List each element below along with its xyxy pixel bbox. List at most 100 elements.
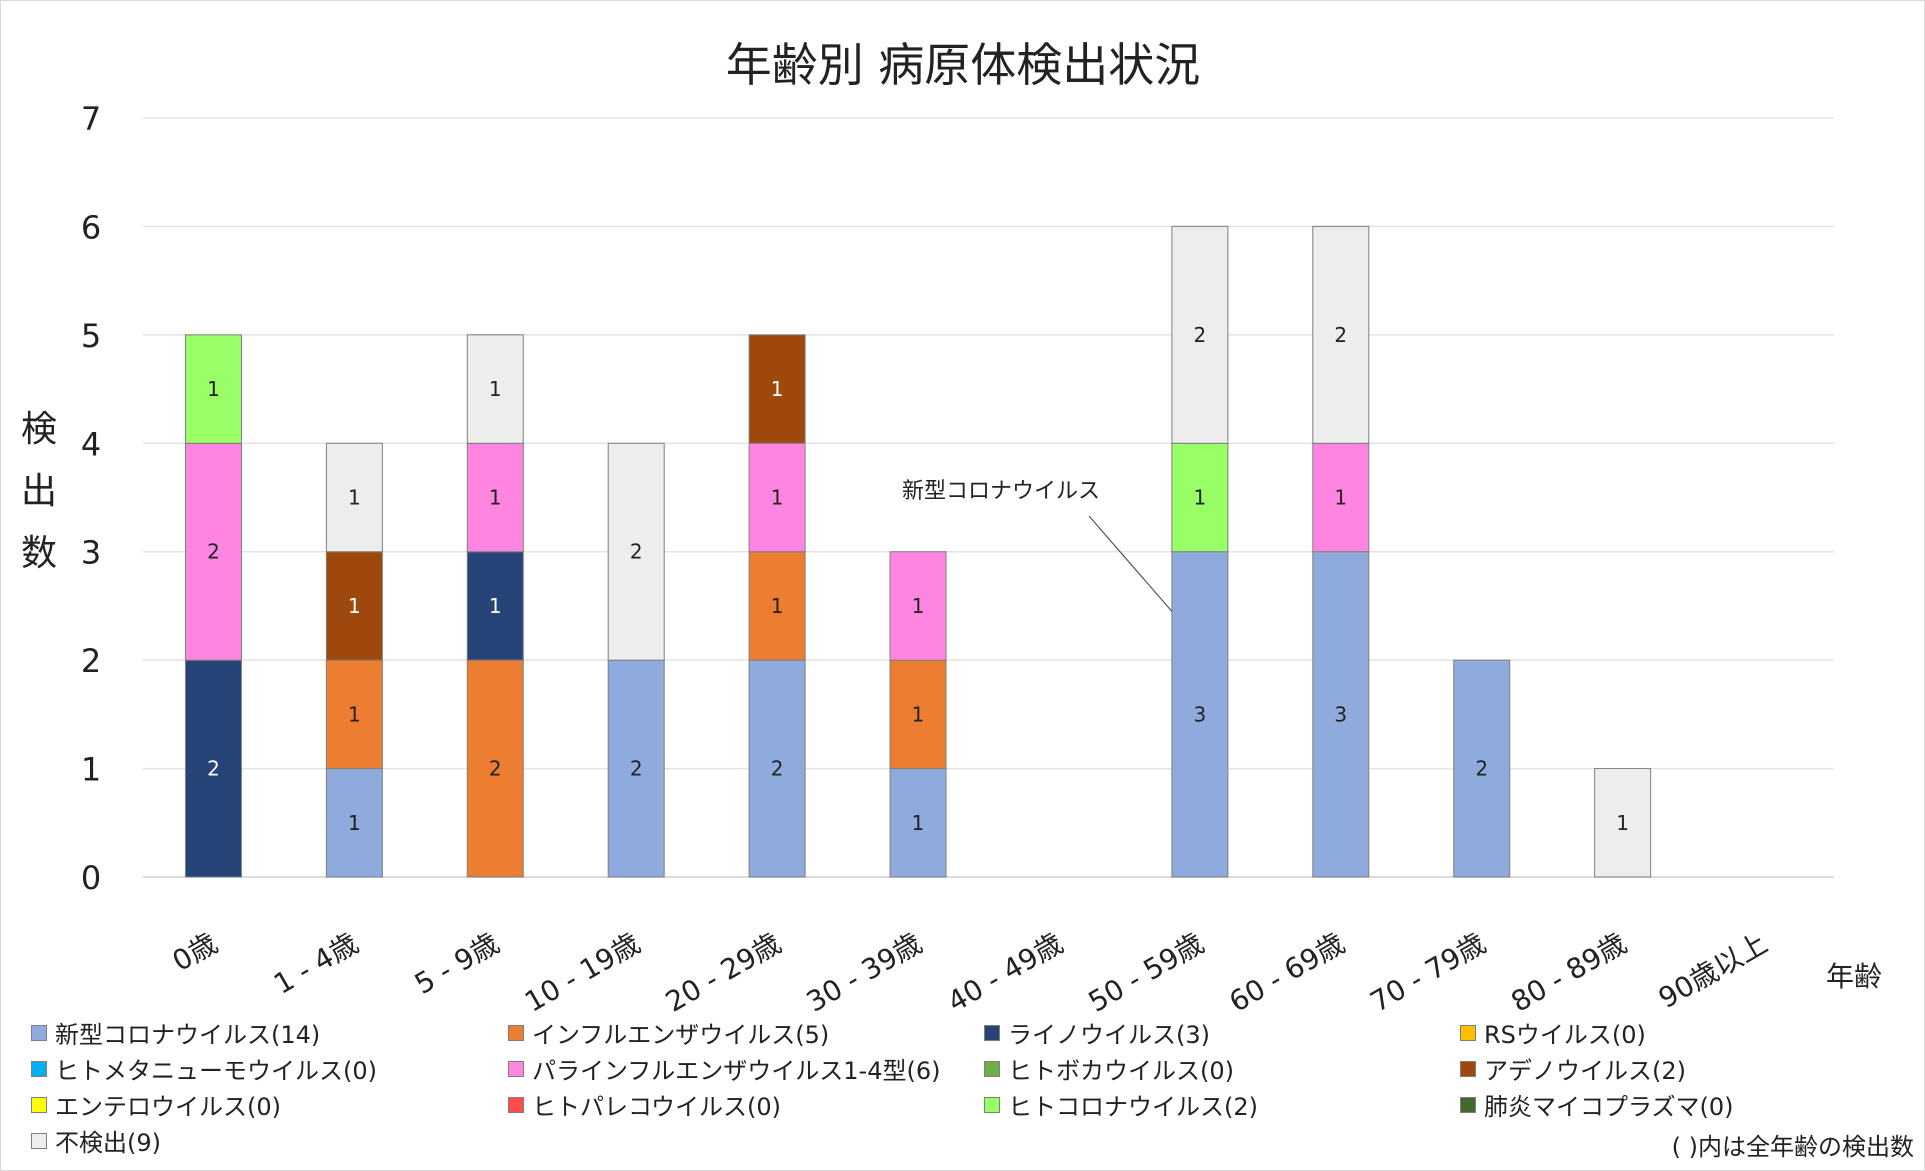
bar-data-label: 2 [489,757,502,781]
bar-data-label: 1 [1334,486,1347,510]
legend-label: RSウイルス(0) [1484,1021,1646,1049]
x-tick-label: 10 - 19歳 [519,926,646,1018]
chart-title: 年齢別 病原体検出状況 [726,38,1201,92]
bar-data-label: 1 [348,702,361,726]
bar-segment [1312,225,1370,444]
legend-item: エンテロウイルス(0) [31,1087,281,1122]
legend-label: ライノウイルス(3) [1008,1021,1210,1049]
bars: 2 2 1 1 1 1 1 2 1 1 1 2 2 2 1 1 1 1 1 1 3 1 2 3 1 2 2 1 [184,225,1652,878]
legend-item: インフルエンザウイルス(5) [508,1015,829,1050]
bar-data-label: 2 [1475,757,1488,781]
bar-segment [889,659,947,770]
legend-swatch [508,1096,524,1113]
bar-data-label: 1 [1616,811,1629,835]
legend-swatch [1460,1024,1476,1041]
bar-data-label: 1 [1194,486,1207,510]
y-axis-label: 検出数 [21,409,57,574]
y-tick-label: 7 [81,100,101,138]
legend-swatch [508,1024,524,1041]
bar-segment [184,442,242,661]
bar-data-label: 3 [1194,702,1207,726]
annotation-leader-line [1088,515,1173,612]
legend-label: 新型コロナウイルス(14) [55,1021,321,1049]
bar-segment [1171,225,1229,444]
bar-segment [1171,551,1229,878]
x-tick-label: 90歳以上 [1653,926,1773,1014]
bar-segment [325,442,383,553]
bar-segment [889,551,947,661]
bar-segment [184,334,242,444]
legend-item: パラインフルエンザウイルス1-4型(6) [508,1051,940,1086]
x-tick-label: 80 - 89歳 [1505,926,1632,1018]
bar-data-label: 2 [207,757,220,781]
legend-item: RSウイルス(0) [1460,1015,1646,1050]
legend-note: ( )内は全年齢の検出数 [1671,1133,1914,1161]
bar-segment [466,551,524,661]
legend-label: 不検出(9) [55,1129,161,1157]
annotation-label: 新型コロナウイルス [902,479,1100,504]
bar-segment [325,551,383,661]
legend-label: ヒトコロナウイルス(2) [1008,1093,1258,1121]
legend-label: 肺炎マイコプラズマ(0) [1484,1093,1734,1121]
bar-segment [748,659,806,878]
y-tick-label: 5 [81,317,101,355]
legend-swatch [984,1024,1000,1041]
x-tick-label: 0歳 [167,926,223,977]
bar-data-label: 1 [771,377,784,401]
bar-data-label: 1 [348,486,361,510]
gridlines [143,117,1834,878]
bar-data-label: 1 [912,811,925,835]
bar-data-label: 1 [771,486,784,510]
legend-item: ヒトメタニューモウイルス(0) [31,1051,377,1086]
bar-segment [325,659,383,770]
legend-label: エンテロウイルス(0) [55,1093,281,1121]
bar-data-label: 2 [207,540,220,564]
bar-data-label: 2 [1334,323,1347,347]
bar-data-label: 1 [489,377,502,401]
legend-label: ヒトパレコウイルス(0) [532,1093,782,1121]
bar-data-label: 3 [1334,702,1347,726]
legend-item: 新型コロナウイルス(14) [31,1015,320,1050]
bar-data-label: 2 [630,540,643,564]
bar-segment [325,768,383,878]
bar-data-label: 1 [489,594,502,618]
legend-label: インフルエンザウイルス(5) [532,1021,830,1049]
legend-label: アデノウイルス(2) [1484,1057,1686,1085]
bar-data-label: 1 [912,702,925,726]
legend-swatch [1460,1060,1476,1077]
legend-item: アデノウイルス(2) [1460,1051,1686,1086]
y-tick-label: 3 [81,534,101,572]
legend-swatch [984,1060,1000,1077]
legend-label: パラインフルエンザウイルス1-4型(6) [532,1057,941,1085]
legend-item: ライノウイルス(3) [984,1015,1210,1050]
legend-label: ヒトメタニューモウイルス(0) [55,1057,377,1085]
bar-segment [1312,551,1370,878]
bar-segment [748,442,806,553]
x-axis-ticks: 0歳 1 - 4歳 5 - 9歳 10 - 19歳 20 - 29歳 30 - 39歳 40… [167,926,1773,1018]
y-tick-label: 2 [81,642,101,680]
y-tick-label: 4 [81,425,101,463]
bar-segment [748,334,806,444]
y-axis-ticks: 0 1 2 3 4 5 6 7 [81,100,101,897]
annotation: 新型コロナウイルス [902,479,1173,612]
bar-segment [607,659,665,878]
legend-swatch [508,1060,524,1077]
legend-swatch [31,1132,47,1149]
y-tick-label: 6 [81,208,101,246]
bar-data-label: 1 [348,811,361,835]
bar-segment [466,334,524,444]
legend-swatch [31,1024,47,1041]
x-tick-label: 1 - 4歳 [268,926,364,1000]
x-tick-label: 5 - 9歳 [409,926,505,1000]
bar-data-label: 2 [630,757,643,781]
bar-data-label: 2 [1194,323,1207,347]
x-tick-label: 60 - 69歳 [1224,926,1351,1018]
x-tick-label: 30 - 39歳 [801,926,928,1018]
bar-data-label: 1 [207,377,220,401]
bar-segment [1453,659,1511,878]
bar-data-label: 1 [489,486,502,510]
bar-segment [466,442,524,553]
bar-segment [1594,768,1652,878]
